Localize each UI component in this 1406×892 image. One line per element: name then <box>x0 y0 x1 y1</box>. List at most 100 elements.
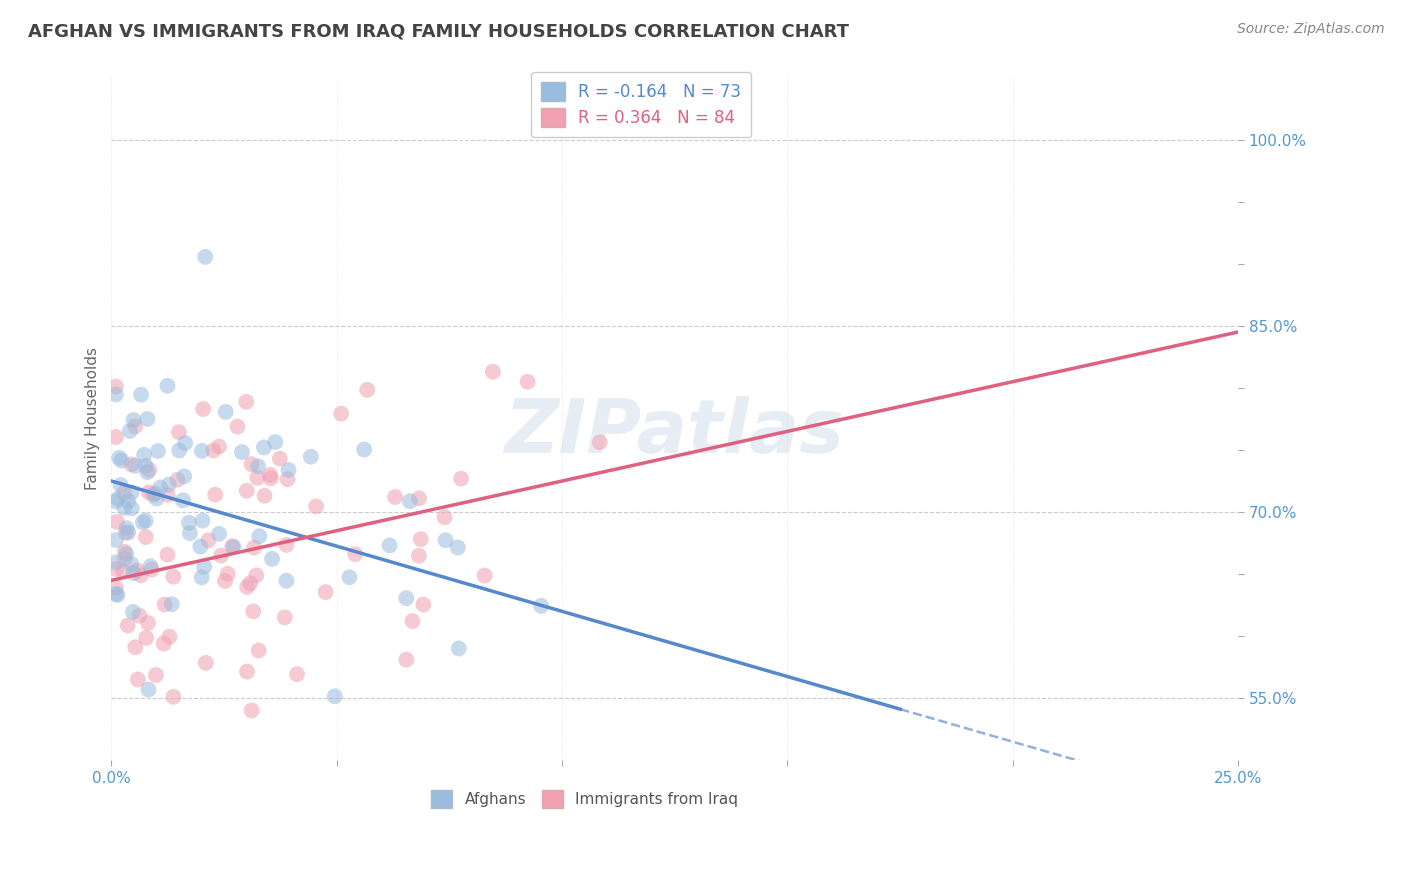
Point <box>259 471 281 485</box>
Point <box>221 539 243 553</box>
Point <box>136 465 159 479</box>
Point <box>530 599 553 613</box>
Point <box>197 533 219 548</box>
Point <box>264 435 287 450</box>
Point <box>152 636 174 650</box>
Point <box>120 458 142 472</box>
Point <box>378 538 401 552</box>
Point <box>433 510 456 524</box>
Point <box>245 568 267 582</box>
Point <box>222 540 245 554</box>
Point <box>172 493 194 508</box>
Point <box>174 436 197 450</box>
Point <box>135 631 157 645</box>
Point <box>240 703 263 717</box>
Point <box>259 467 281 482</box>
Y-axis label: Family Households: Family Households <box>86 347 100 491</box>
Point <box>246 471 269 485</box>
Point <box>167 425 190 439</box>
Text: AFGHAN VS IMMIGRANTS FROM IRAQ FAMILY HOUSEHOLDS CORRELATION CHART: AFGHAN VS IMMIGRANTS FROM IRAQ FAMILY HO… <box>28 22 849 40</box>
Point <box>262 552 284 566</box>
Point <box>122 413 145 427</box>
Point <box>434 533 457 548</box>
Point <box>235 394 257 409</box>
Point <box>353 442 375 457</box>
Point <box>191 402 214 417</box>
Point <box>193 559 215 574</box>
Point <box>124 419 146 434</box>
Point <box>323 690 346 704</box>
Point <box>156 488 179 502</box>
Text: ZIPatlas: ZIPatlas <box>505 396 845 469</box>
Point <box>299 450 322 464</box>
Point <box>132 448 155 462</box>
Point <box>208 440 231 454</box>
Point <box>315 585 337 599</box>
Point <box>146 444 169 458</box>
Point <box>194 656 217 670</box>
Point <box>107 491 129 506</box>
Point <box>202 443 225 458</box>
Point <box>285 667 308 681</box>
Point <box>339 570 361 584</box>
Point <box>247 643 270 657</box>
Point <box>235 483 257 498</box>
Point <box>141 562 163 576</box>
Point <box>157 477 180 491</box>
Point <box>243 541 266 555</box>
Point <box>124 640 146 655</box>
Point <box>305 500 328 514</box>
Point <box>110 453 132 467</box>
Point <box>136 615 159 630</box>
Point <box>191 514 214 528</box>
Point <box>104 379 127 393</box>
Point <box>104 387 127 401</box>
Point <box>114 545 136 559</box>
Point <box>236 665 259 679</box>
Point <box>104 581 127 595</box>
Point <box>112 486 135 500</box>
Point <box>412 598 434 612</box>
Point <box>399 494 422 508</box>
Point <box>117 494 139 508</box>
Point <box>177 516 200 530</box>
Point <box>129 568 152 582</box>
Point <box>124 458 146 473</box>
Point <box>135 530 157 544</box>
Point <box>231 445 253 459</box>
Point <box>408 549 430 563</box>
Point <box>395 653 418 667</box>
Text: Source: ZipAtlas.com: Source: ZipAtlas.com <box>1237 22 1385 37</box>
Point <box>104 533 127 547</box>
Point <box>274 610 297 624</box>
Legend: Afghans, Immigrants from Iraq: Afghans, Immigrants from Iraq <box>425 784 744 814</box>
Point <box>277 472 299 486</box>
Point <box>384 490 406 504</box>
Point <box>589 435 612 450</box>
Point <box>247 459 270 474</box>
Point <box>356 383 378 397</box>
Point <box>117 618 139 632</box>
Point <box>173 469 195 483</box>
Point <box>344 547 367 561</box>
Point <box>105 588 128 602</box>
Point <box>127 564 149 578</box>
Point <box>112 564 135 578</box>
Point <box>156 379 179 393</box>
Point <box>115 521 138 535</box>
Point <box>474 568 496 582</box>
Point <box>215 405 238 419</box>
Point <box>160 597 183 611</box>
Point <box>156 548 179 562</box>
Point <box>242 604 264 618</box>
Point <box>276 574 298 588</box>
Point <box>162 570 184 584</box>
Point <box>194 250 217 264</box>
Point <box>401 614 423 628</box>
Point <box>122 605 145 619</box>
Point <box>395 591 418 606</box>
Point <box>118 424 141 438</box>
Point <box>110 478 132 492</box>
Point <box>447 541 470 555</box>
Point <box>450 472 472 486</box>
